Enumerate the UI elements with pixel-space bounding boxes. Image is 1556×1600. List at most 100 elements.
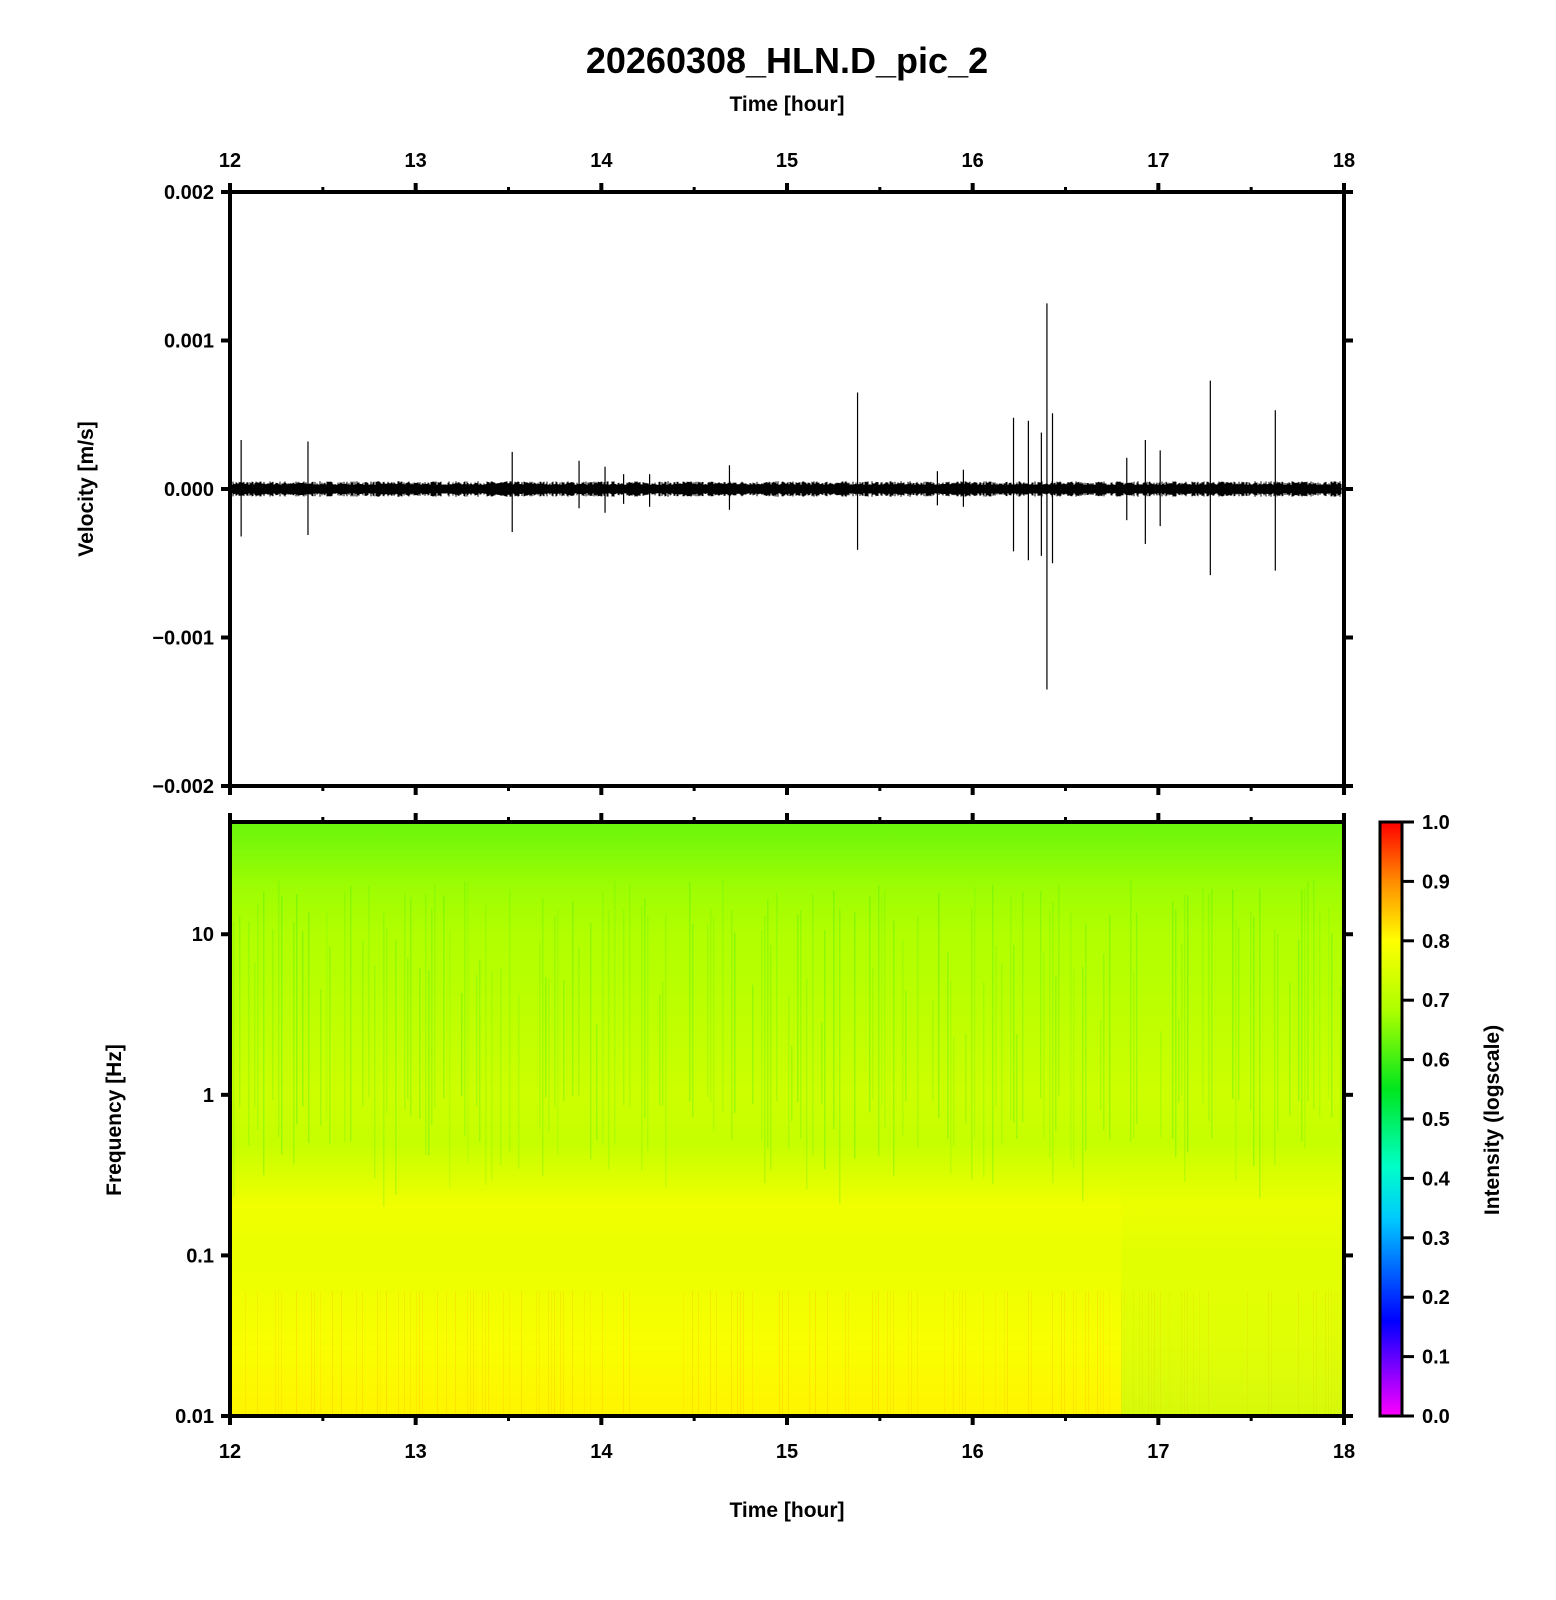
spectrogram-stripe (1109, 914, 1111, 1140)
spectrogram-stripe (272, 929, 274, 1101)
waveform-spikes (240, 303, 1276, 690)
bottom-x-tick-label: 12 (219, 1441, 241, 1463)
spectrogram-stripe (548, 978, 550, 1133)
spectrogram-stripe (992, 884, 994, 1184)
spectrogram-stripe (1103, 1291, 1104, 1416)
spectrogram-stripe (647, 915, 649, 1151)
spectrogram-stripe (263, 891, 265, 1176)
spectrogram-stripe (293, 921, 295, 1165)
colorbar-tick-label: 0.0 (1422, 1406, 1450, 1428)
top-x-tick-label: 14 (590, 150, 613, 172)
spectrogram-stripe (761, 930, 763, 1141)
spectrogram-stripe (839, 909, 841, 1204)
spectrogram-frame (228, 820, 1346, 1418)
top-x-axis-label: Time [hour] (729, 93, 844, 116)
spectrogram-stripe (731, 910, 733, 1140)
spectrogram-stripe (548, 1291, 549, 1416)
spectrogram-stripe (689, 881, 691, 1102)
spectrogram-stripe (563, 1291, 564, 1416)
spectrogram-stripe (320, 989, 322, 1126)
spectrogram-stripe (791, 1046, 793, 1122)
bottom-x-tick-label: 13 (405, 1441, 427, 1463)
spectrogram-stripe (407, 957, 409, 1099)
spectrogram-stripe (434, 884, 436, 1109)
y-tick-label: 0.002 (164, 182, 214, 204)
spectrogram-stripe (308, 912, 310, 1144)
spectrogram-stripe (398, 1291, 399, 1416)
spectrogram-stripe (368, 885, 370, 1098)
spectrogram-stripe (776, 892, 778, 1102)
spectrogram-stripe (644, 898, 646, 1119)
spectrogram-stripe (1022, 891, 1024, 1123)
spectrogram-stripe (965, 1291, 966, 1416)
spectrogram-stripe (782, 1291, 783, 1416)
spectrogram-stripe (1052, 902, 1054, 1184)
spectrogram-stripe (461, 992, 463, 1097)
spectrogram-stripe (788, 1291, 789, 1416)
spectrogram-stripe (884, 890, 886, 1129)
spectrogram-stripe (911, 1291, 912, 1416)
spectrogram-stripe (476, 1291, 477, 1416)
spectrogram-stripe (500, 967, 502, 1166)
spectrogram-stripe (629, 884, 631, 1108)
spectrogram-stripe (383, 911, 385, 1207)
top-x-tick-label: 16 (962, 150, 984, 172)
waveform-y-axis-label: Velocity [m/s] (75, 421, 98, 556)
spectrogram-stripe (659, 994, 661, 1106)
top-x-tick-label: 18 (1333, 150, 1355, 172)
spectrogram-stripe (488, 1291, 489, 1416)
spectrogram-stripe (1058, 884, 1060, 1097)
colorbar-ticks: 0.0 0.1 0.2 0.3 0.4 0.5 0.6 0.7 0.8 0.9 1.0 (1402, 812, 1451, 1428)
spectrogram-stripe (464, 881, 466, 1137)
spectrogram-stripe (422, 1291, 423, 1416)
spectrogram-stripe (1109, 1291, 1110, 1416)
spectrogram-stripe (572, 1291, 573, 1416)
spectrogram-late-fade (1121, 822, 1344, 1416)
spectrogram-stripe (1097, 1291, 1098, 1416)
spectrogram-stripe (692, 923, 694, 1118)
y-tick-label: 0.000 (164, 479, 214, 501)
spectrogram-stripe (539, 942, 541, 1129)
spectrogram-stripe (473, 1291, 474, 1416)
spectrogram-stripe (428, 969, 430, 1156)
spectrogram-stripe (815, 1291, 816, 1416)
spectrogram-stripe (482, 1291, 483, 1416)
colorbar-tick-label: 0.4 (1422, 1168, 1451, 1190)
spectrogram-stripe (1001, 963, 1003, 1145)
spectrogram-stripe (731, 1291, 732, 1416)
spectrogram-stripe (278, 881, 280, 1137)
spectrogram-stripe (953, 1291, 954, 1416)
colorbar-gradient (1378, 820, 1404, 1418)
spectrogram-stripe (485, 905, 487, 1186)
spectrogram-stripe (821, 1022, 823, 1105)
chart-title: 20260308_HLN.D_pic_2 (586, 40, 988, 81)
spectrogram-stripe (710, 909, 712, 1103)
spectrogram-stripe (1010, 896, 1012, 1120)
spectrogram-stripe (377, 1291, 378, 1416)
spectrogram-stripe (710, 1291, 711, 1416)
spectrogram-stripe (872, 967, 874, 1101)
spectrogram-stripe (332, 1291, 333, 1416)
spectrogram-stripe (248, 922, 250, 1146)
spectrogram-stripe (734, 932, 736, 1113)
spectrogram-stripe (959, 1291, 960, 1416)
spectrogram-y-axis-label: Frequency [Hz] (103, 1044, 126, 1196)
spectrogram-stripe (563, 980, 565, 1101)
spectrogram-stripe (902, 940, 904, 1137)
spectrogram-stripe (380, 1291, 381, 1416)
spectrogram-stripe (302, 931, 304, 1107)
spectrogram-stripe (890, 1291, 891, 1416)
spectrogram-stripe (1004, 1291, 1005, 1416)
spectrogram-stripe (545, 976, 547, 1098)
spectrogram-stripe (362, 940, 364, 1107)
spectrogram-stripe (983, 1291, 984, 1416)
spectrogram-stripe (806, 977, 808, 1190)
spectrogram-stripe (665, 913, 667, 1188)
spectrogram-stripe (1076, 1291, 1077, 1416)
spectrogram-stripe (962, 1291, 963, 1416)
spectrogram-stripe (431, 909, 433, 1126)
bottom-x-tick-label: 14 (590, 1441, 613, 1463)
spectrogram-stripe (854, 912, 856, 1159)
spectrogram-stripe (1100, 1291, 1101, 1416)
spectrogram-stripe (521, 1291, 522, 1416)
